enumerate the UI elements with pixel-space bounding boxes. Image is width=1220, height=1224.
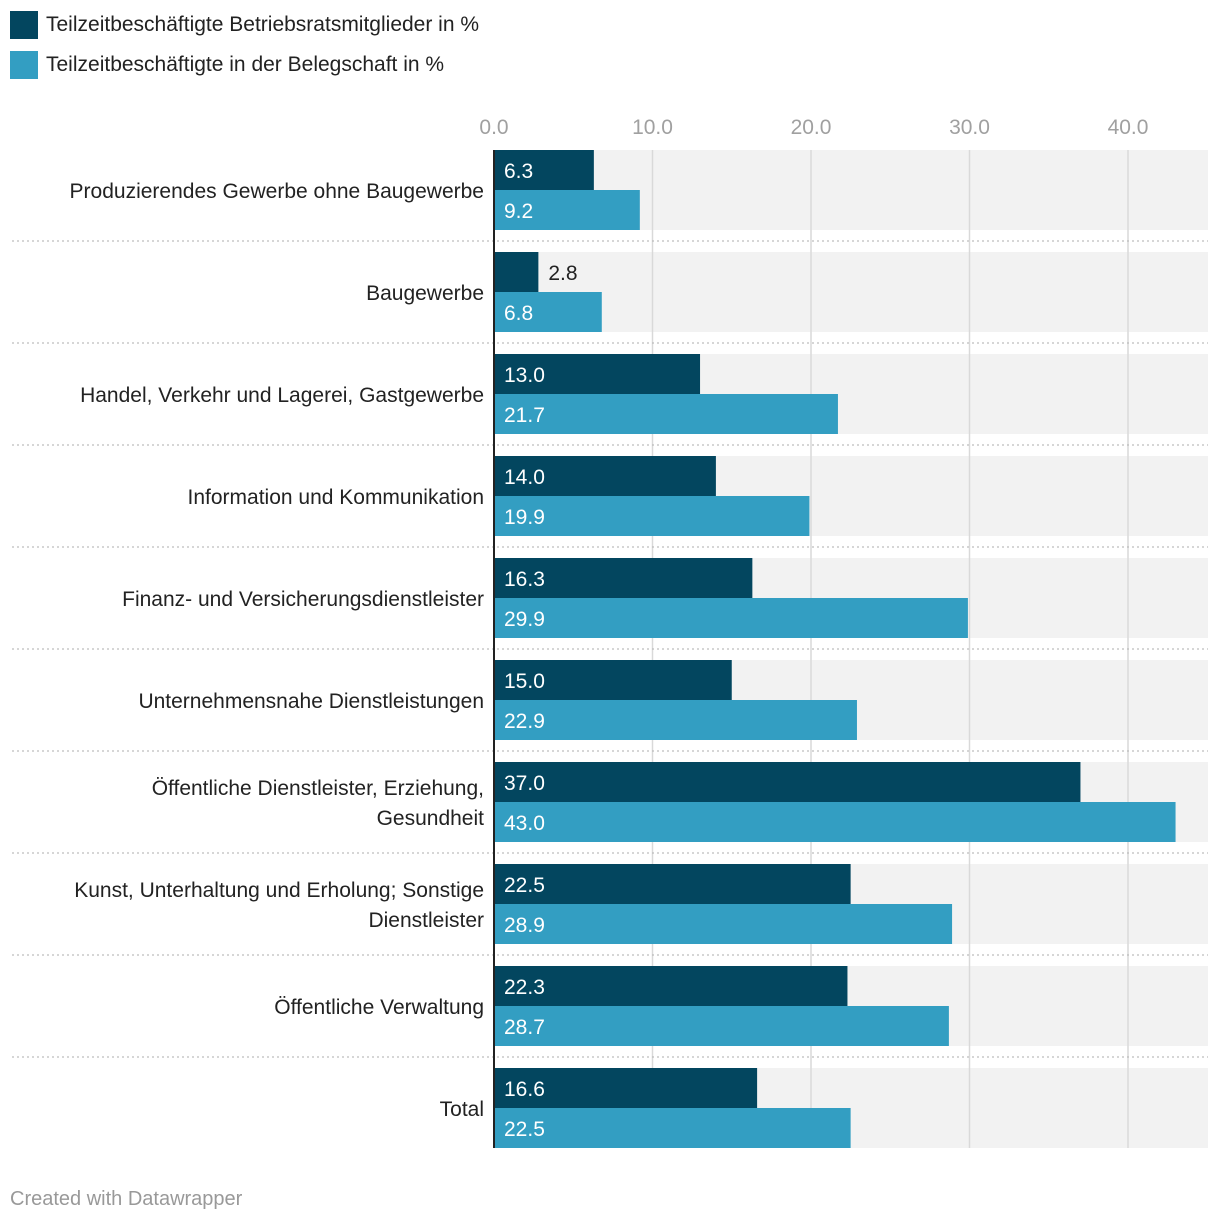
bar <box>494 496 810 536</box>
bar-value-label: 22.9 <box>504 710 545 733</box>
category-label: Produzierendes Gewerbe ohne Baugewerbe <box>70 180 484 203</box>
bar <box>494 762 1081 802</box>
bar-chart: 0.0 10.0 20.0 30.0 40.0 6.3 9.2 Produzierendes … <box>12 116 1208 1148</box>
bar-value-label: 43.0 <box>504 812 545 835</box>
category-label: Total <box>440 1098 484 1121</box>
bar <box>494 966 848 1006</box>
bar-value-label: 37.0 <box>504 772 545 795</box>
bar-value-label: 22.3 <box>504 976 545 999</box>
category-label: Baugewerbe <box>366 282 484 305</box>
legend-swatch-belegschaft <box>10 51 38 79</box>
bar-value-label: 14.0 <box>504 466 545 489</box>
bar <box>494 660 732 700</box>
bar <box>494 354 701 394</box>
bar <box>494 456 716 496</box>
bar-value-label: 21.7 <box>504 404 545 427</box>
category-label: Öffentliche Verwaltung <box>274 996 484 1019</box>
legend: Teilzeitbeschäftigte Betriebsratsmitglie… <box>10 10 479 90</box>
bar-value-label: 22.5 <box>504 874 545 897</box>
bar <box>494 1108 851 1148</box>
bar <box>494 700 857 740</box>
bar-value-label: 2.8 <box>548 262 577 285</box>
category-label: Gesundheit <box>377 807 485 830</box>
category-label: Finanz- und Versicherungsdienstleister <box>122 588 484 611</box>
x-tick-label: 40.0 <box>1108 116 1149 139</box>
bar-value-label: 28.9 <box>504 914 545 937</box>
bar <box>494 864 851 904</box>
bar <box>494 1006 949 1046</box>
legend-label-betriebsrat: Teilzeitbeschäftigte Betriebsratsmitglie… <box>46 13 480 36</box>
category-label: Information und Kommunikation <box>188 486 485 509</box>
bar-value-label: 16.3 <box>504 568 545 591</box>
category-label: Handel, Verkehr und Lagerei, Gastgewerbe <box>80 384 484 407</box>
bar <box>494 252 539 292</box>
bar <box>494 1068 758 1108</box>
bar-value-label: 29.9 <box>504 608 545 631</box>
bar-value-label: 15.0 <box>504 670 545 693</box>
footer-credit: Created with Datawrapper <box>10 1188 243 1210</box>
category-label: Kunst, Unterhaltung und Erholung; Sonsti… <box>74 879 484 902</box>
legend-label-belegschaft: Teilzeitbeschäftigte in der Belegschaft … <box>46 53 445 76</box>
bar-value-label: 19.9 <box>504 506 545 529</box>
bar-value-label: 6.3 <box>504 160 533 183</box>
bar-value-label: 22.5 <box>504 1118 545 1141</box>
bar-value-label: 28.7 <box>504 1016 545 1039</box>
bar <box>494 150 594 190</box>
bar <box>494 802 1176 842</box>
legend-item-betriebsrat: Teilzeitbeschäftigte Betriebsratsmitglie… <box>10 10 479 40</box>
bar <box>494 598 968 638</box>
bar <box>494 292 602 332</box>
legend-item-belegschaft: Teilzeitbeschäftigte in der Belegschaft … <box>10 50 479 80</box>
bar-value-label: 6.8 <box>504 302 533 325</box>
x-tick-label: 30.0 <box>949 116 990 139</box>
category-label: Dienstleister <box>368 909 484 932</box>
legend-swatch-betriebsrat <box>10 11 38 39</box>
bar <box>494 904 953 944</box>
x-tick-label: 20.0 <box>791 116 832 139</box>
x-tick-label: 10.0 <box>632 116 673 139</box>
x-tick-label: 0.0 <box>479 116 508 139</box>
bar <box>494 394 838 434</box>
bar <box>494 190 640 230</box>
bar-value-label: 13.0 <box>504 364 545 387</box>
category-label: Unternehmensnahe Dienstleistungen <box>138 690 484 713</box>
row-background <box>494 252 1208 332</box>
bar <box>494 558 753 598</box>
bar-value-label: 9.2 <box>504 200 533 223</box>
bar-value-label: 16.6 <box>504 1078 545 1101</box>
category-label: Öffentliche Dienstleister, Erziehung, <box>152 777 484 800</box>
